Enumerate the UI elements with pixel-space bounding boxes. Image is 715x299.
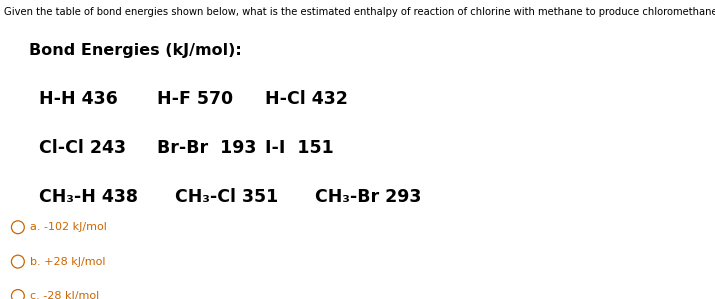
Text: H-H 436: H-H 436	[39, 90, 118, 108]
Text: H-Cl 432: H-Cl 432	[265, 90, 347, 108]
Text: Bond Energies (kJ/mol):: Bond Energies (kJ/mol):	[29, 43, 242, 58]
Text: b. +28 kJ/mol: b. +28 kJ/mol	[30, 257, 106, 267]
Text: I-I  151: I-I 151	[265, 139, 333, 157]
Text: Br-Br  193: Br-Br 193	[157, 139, 257, 157]
Text: c. -28 kJ/mol: c. -28 kJ/mol	[30, 291, 99, 299]
Text: Cl-Cl 243: Cl-Cl 243	[39, 139, 127, 157]
Text: Given the table of bond energies shown below, what is the estimated enthalpy of : Given the table of bond energies shown b…	[4, 7, 715, 17]
Text: H-F 570: H-F 570	[157, 90, 233, 108]
Text: CH₃-Cl 351: CH₃-Cl 351	[175, 188, 278, 206]
Text: CH₃-Br 293: CH₃-Br 293	[315, 188, 421, 206]
Text: CH₃-H 438: CH₃-H 438	[39, 188, 138, 206]
Text: a. -102 kJ/mol: a. -102 kJ/mol	[30, 222, 107, 232]
